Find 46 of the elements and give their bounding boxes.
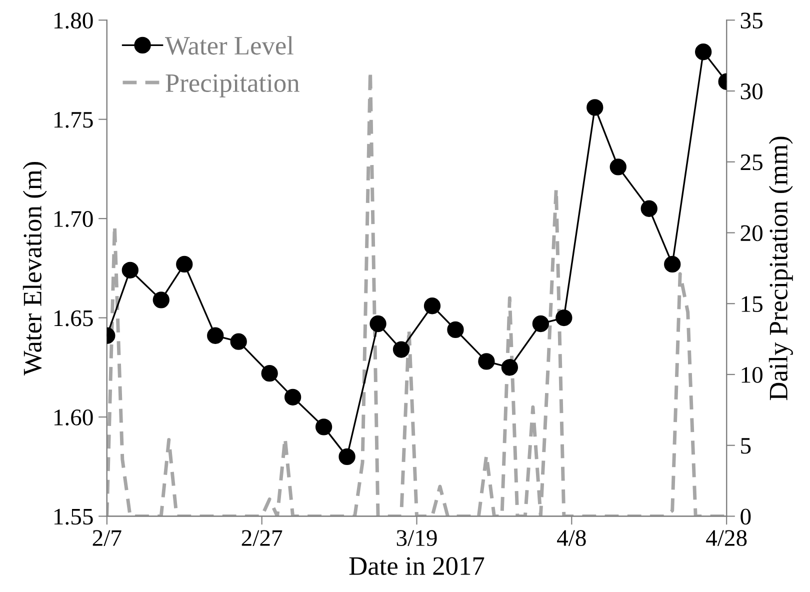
x-tick-label: 2/27 bbox=[242, 530, 282, 546]
y-tick-label: 1.65 bbox=[54, 310, 93, 326]
point bbox=[284, 388, 302, 406]
point bbox=[338, 448, 356, 466]
point bbox=[447, 321, 464, 338]
x-tick-label: 4/8 bbox=[557, 530, 586, 546]
y2-axis-title: Daily Precipitation (mm) bbox=[768, 136, 793, 400]
point bbox=[392, 341, 410, 358]
point bbox=[207, 327, 224, 344]
y2-tick-label: 25 bbox=[740, 154, 762, 170]
y-tick-label: 1.80 bbox=[54, 12, 93, 29]
y2-tick-label: 30 bbox=[740, 83, 762, 100]
y2-tick-label: 10 bbox=[742, 366, 762, 383]
y-tick-label: 1.60 bbox=[54, 409, 93, 426]
x-axis-title: Date in 2017 bbox=[349, 557, 484, 575]
y-tick-label: 1.75 bbox=[54, 112, 93, 128]
point bbox=[501, 359, 518, 376]
legend-label: Water Level bbox=[165, 36, 294, 55]
y2-tick-label: 20 bbox=[740, 225, 762, 242]
point bbox=[532, 315, 550, 332]
y-tick-label: 1.70 bbox=[54, 211, 93, 228]
point bbox=[478, 353, 495, 370]
point bbox=[122, 262, 138, 278]
y2-tick-label: 35 bbox=[740, 12, 762, 29]
point bbox=[640, 200, 658, 217]
y2-tick-label: 15 bbox=[742, 296, 762, 312]
point bbox=[315, 418, 332, 436]
y2-tick-label: 5 bbox=[741, 438, 751, 454]
point bbox=[176, 256, 193, 273]
point bbox=[152, 292, 170, 308]
point bbox=[261, 365, 278, 382]
point bbox=[610, 158, 626, 176]
point bbox=[586, 99, 604, 116]
point bbox=[664, 256, 681, 273]
legend-label: Precipitation bbox=[166, 74, 300, 98]
x-tick-label: 2/7 bbox=[92, 530, 122, 546]
point bbox=[424, 298, 441, 314]
y2-tick-label: 0 bbox=[740, 508, 751, 525]
point bbox=[556, 309, 572, 326]
point bbox=[230, 333, 247, 350]
y-tick-label: 1.55 bbox=[54, 508, 93, 525]
point bbox=[695, 44, 712, 60]
x-tick-label: 4/28 bbox=[706, 530, 747, 546]
y-axis-title: Water Elevation (m) bbox=[22, 162, 47, 376]
x-tick-label: 3/19 bbox=[396, 530, 437, 546]
point bbox=[370, 315, 386, 332]
